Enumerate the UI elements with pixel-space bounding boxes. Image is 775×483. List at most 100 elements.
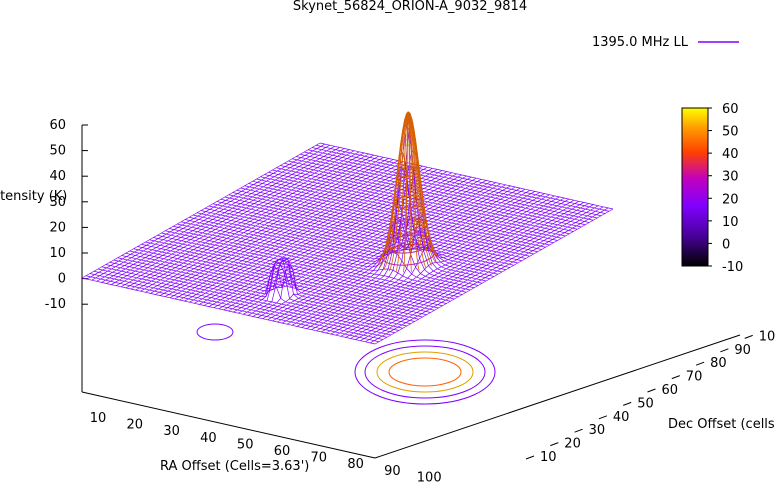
peak-spoke	[407, 111, 412, 272]
z-tick-label: -10	[45, 297, 66, 312]
mesh-line-ra	[125, 152, 365, 289]
mesh-line-ra	[335, 199, 575, 336]
mesh-line-ra	[189, 166, 428, 303]
mesh-line-ra	[213, 172, 453, 309]
colorbar-tick-label: 10	[722, 215, 739, 230]
base-contour	[364, 345, 486, 399]
mesh-line-ra	[365, 206, 604, 343]
mesh-line-ra	[321, 196, 560, 333]
mesh-line-ra	[145, 156, 384, 293]
z-axis: 60 50 40 30 20 10 0 -10	[45, 118, 88, 392]
z-axis-label: Intensity (K)	[0, 189, 67, 204]
mesh-line-ra	[355, 204, 594, 340]
y-tick-label: 30	[589, 423, 606, 438]
mesh-line-ra	[159, 160, 399, 296]
x-tick-label: 30	[163, 424, 180, 439]
mesh-line-ra	[262, 183, 501, 320]
x-tick-label: 40	[200, 431, 217, 446]
mesh-line-ra	[228, 175, 467, 312]
y-tick-label: 80	[710, 356, 727, 371]
peak-spoke	[388, 111, 409, 272]
x-tick-label: 100	[417, 470, 442, 483]
mesh-line-ra	[316, 195, 555, 332]
z-tick-label: 0	[58, 272, 66, 287]
mesh-line-ra	[169, 162, 409, 299]
mesh-line-ra	[174, 163, 413, 300]
peak-spoke	[395, 111, 409, 273]
mesh-line-ra	[155, 159, 394, 295]
y-tick	[720, 348, 729, 353]
mesh-line-ra	[91, 144, 330, 281]
colorbar-tick-label: 50	[722, 125, 739, 140]
mesh-line-ra	[130, 153, 370, 290]
mesh-line-ra	[194, 167, 433, 304]
mesh-line-ra	[325, 197, 565, 334]
mesh-line-ra	[233, 176, 472, 313]
colorbar-tick-label: 20	[722, 192, 739, 207]
x-tick-label: 20	[127, 418, 144, 433]
mesh-line-ra	[360, 205, 599, 342]
mesh-line-ra	[208, 171, 448, 307]
colorbar-tick-label: 40	[722, 147, 739, 162]
mesh-line-ra	[106, 148, 345, 284]
colorbar-tick-label: 60	[722, 102, 739, 117]
mesh-line-ra	[369, 207, 609, 344]
mesh-line-ra	[238, 177, 477, 314]
y-tick	[744, 334, 753, 339]
mesh-line-ra	[179, 164, 418, 301]
mesh-line-ra	[86, 143, 326, 280]
y-tick-label: 20	[564, 437, 581, 452]
z-tick-label: 20	[49, 220, 66, 235]
colorbar-gradient	[681, 107, 709, 267]
mesh-line-ra	[272, 185, 511, 322]
z-tick-label: 30	[49, 195, 66, 210]
peak-spoke	[407, 111, 427, 269]
x-tick-label: 70	[311, 451, 328, 466]
base-contours	[196, 323, 496, 405]
z-tick-label: 60	[49, 118, 66, 133]
mesh-line-ra	[164, 161, 404, 298]
y-tick	[647, 388, 656, 393]
mesh-line-ra	[277, 186, 516, 323]
x-tick-label: 90	[384, 464, 401, 479]
mesh-line-ra	[150, 158, 389, 294]
y-tick	[525, 455, 535, 460]
mesh-line-ra	[116, 150, 355, 287]
z-tick-label: 50	[49, 144, 66, 159]
mesh-line-ra	[252, 181, 492, 317]
z-tick-label: 40	[49, 169, 66, 184]
z-tick-label: 10	[49, 246, 66, 261]
mesh-line-ra	[203, 170, 443, 306]
base-contour	[376, 351, 474, 393]
peak-spoke	[403, 111, 409, 273]
x-tick-label: 80	[347, 457, 364, 472]
colorbar-tick-label: 0	[722, 237, 730, 252]
y-tick	[574, 428, 583, 433]
x-tick-label: 50	[237, 437, 254, 452]
colorbar-tick-label: 30	[722, 170, 739, 185]
mesh-line-ra	[140, 155, 379, 292]
peak-spoke	[408, 111, 437, 254]
legend-label: 1395.0 MHz LL	[592, 35, 689, 50]
mesh-line-ra	[120, 151, 360, 288]
y-tick-label: 40	[613, 410, 630, 425]
chart-title: Skynet_56824_ORION-A_9032_9814	[293, 0, 527, 14]
mesh-line-ra	[247, 180, 487, 316]
peak-spoke	[408, 111, 434, 252]
mesh-line-ra	[242, 178, 482, 315]
base-contour	[196, 323, 234, 341]
peak-spoke	[383, 111, 409, 270]
mesh-line-ra	[184, 165, 423, 302]
y-tick-label: 90	[734, 343, 751, 358]
y-tick-label: 50	[637, 396, 654, 411]
base-contour	[354, 339, 496, 405]
mesh-line-ra	[96, 145, 335, 282]
y-tick	[695, 361, 705, 366]
y-tick	[598, 415, 608, 420]
mesh-line-ra	[330, 198, 570, 335]
y-axis-label: Dec Offset (cells)	[668, 417, 775, 432]
surface-mesh	[81, 116, 614, 345]
mesh-line-ra	[101, 147, 340, 283]
base-contour	[388, 357, 462, 387]
